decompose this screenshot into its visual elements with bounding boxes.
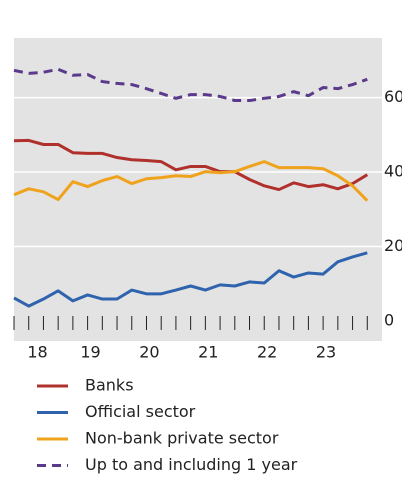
y-tick-label: 0 — [384, 311, 394, 330]
x-tick-label: 19 — [80, 343, 100, 362]
series-line — [13, 138, 369, 192]
x-tick-label: 22 — [257, 343, 277, 362]
series-line — [13, 160, 369, 202]
legend-label: Up to and including 1 year — [85, 455, 298, 474]
y-tick-label: 40 — [384, 162, 402, 181]
y-tick-label: 60 — [384, 87, 402, 106]
x-tick-label: 20 — [139, 343, 159, 362]
legend-label: Official sector — [85, 402, 196, 421]
series-line — [13, 251, 368, 308]
x-tick-label: 23 — [316, 343, 336, 362]
series-line — [13, 67, 368, 103]
plot-background — [14, 38, 382, 341]
x-tick-label: 18 — [27, 343, 47, 362]
y-tick-label: 20 — [384, 236, 402, 255]
legend-label: Banks — [85, 376, 134, 395]
x-tick-label: 21 — [198, 343, 218, 362]
legend-label: Non-bank private sector — [85, 429, 279, 448]
